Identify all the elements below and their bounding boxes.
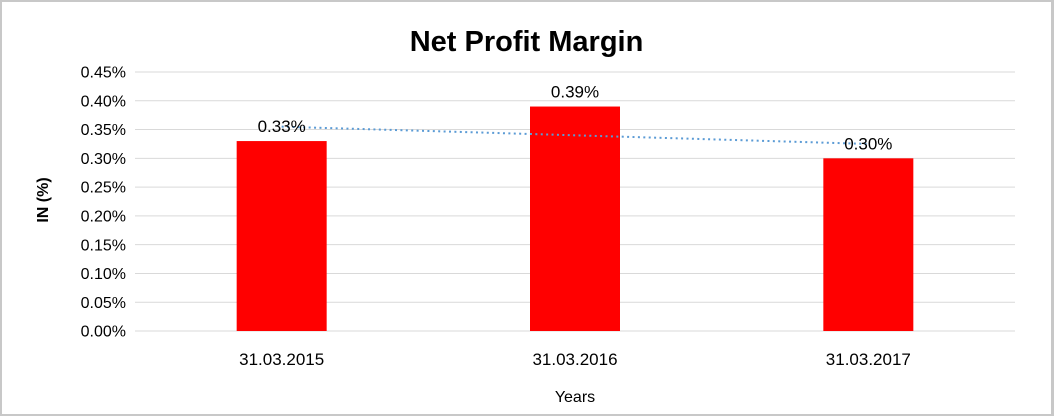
x-category-label: 31.03.2017 xyxy=(826,350,911,369)
data-label: 0.39% xyxy=(551,83,599,102)
data-label: 0.33% xyxy=(258,117,306,136)
trendline xyxy=(281,125,869,145)
data-label: 0.30% xyxy=(844,134,892,153)
y-tick-label: 0.20% xyxy=(81,208,126,225)
x-axis-title: Years xyxy=(554,389,596,406)
x-category-label: 31.03.2016 xyxy=(532,350,617,369)
y-tick-label: 0.45% xyxy=(81,65,126,82)
y-tick-label: 0.35% xyxy=(81,122,126,139)
bar xyxy=(530,106,620,332)
x-category-label: 31.03.2015 xyxy=(239,350,324,369)
y-tick-label: 0.30% xyxy=(81,151,126,168)
y-tick-label: 0.15% xyxy=(81,237,126,254)
y-tick-label: 0.25% xyxy=(81,180,126,197)
y-tick-label: 0.10% xyxy=(81,266,126,283)
bar xyxy=(823,158,914,331)
y-tick-label: 0.00% xyxy=(81,324,126,341)
chart-title: Net Profit Margin xyxy=(409,26,644,58)
bar xyxy=(236,141,327,331)
y-tick-label: 0.05% xyxy=(81,295,126,312)
y-tick-label: 0.40% xyxy=(81,93,126,110)
